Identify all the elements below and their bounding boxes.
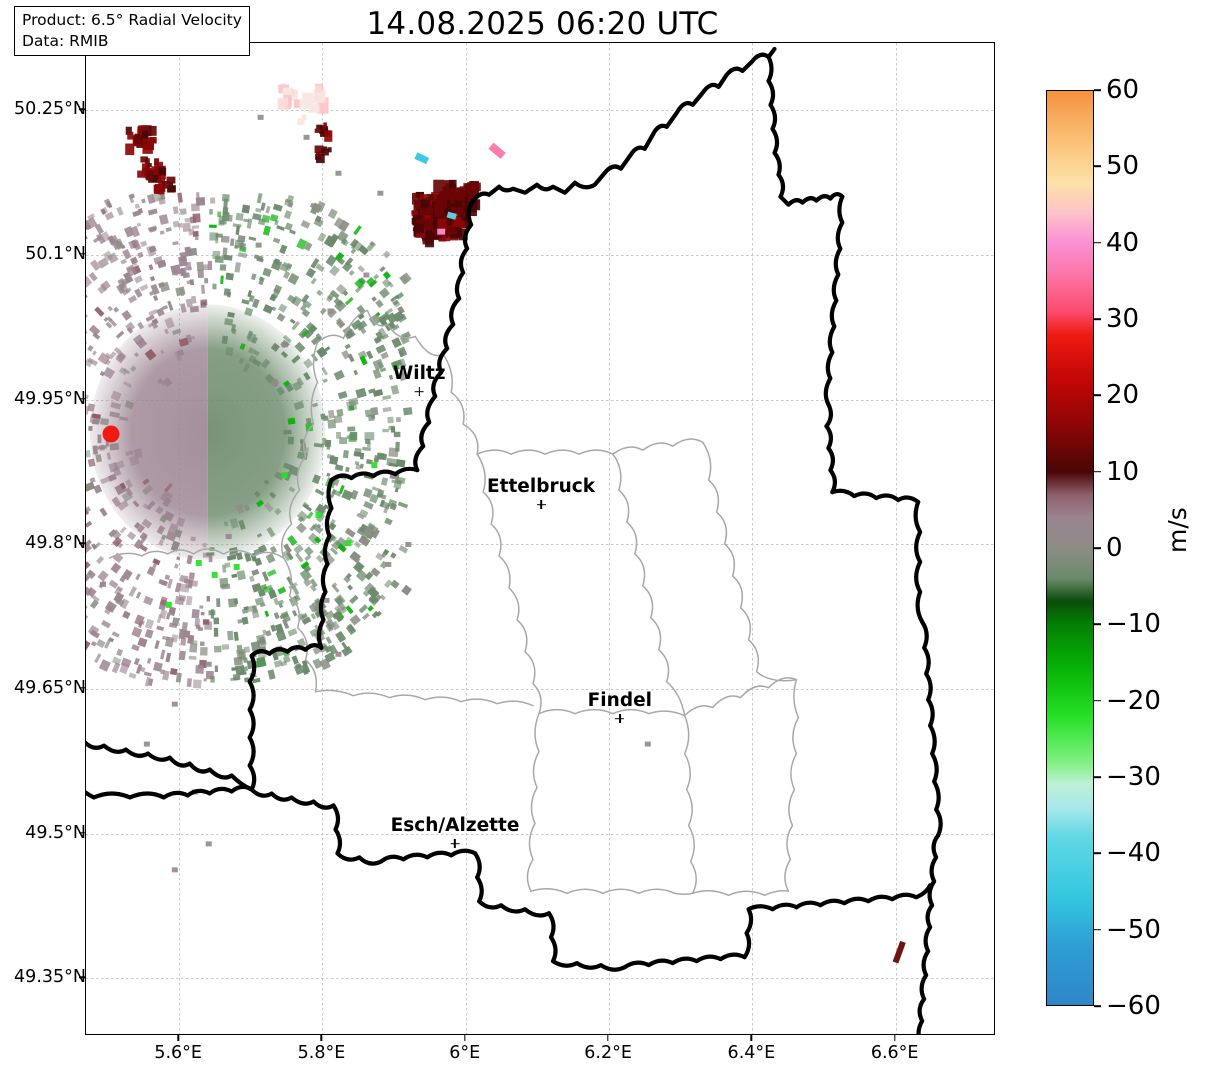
gridline-vertical [752,43,754,1034]
colorbar-axis-label: m/s [1163,507,1192,553]
colorbar-tick-mark [1094,470,1101,473]
y-axis-tick-mark [79,542,85,545]
x-axis-tick-mark [607,1035,609,1041]
y-axis-tick-label: 49.95°N [14,388,86,409]
radar-echo-layer [86,83,906,964]
colorbar-tick-mark [1094,89,1101,91]
colorbar-tick-label: 40 [1106,227,1140,258]
gridline-horizontal [86,688,994,690]
city-name: Esch/Alzette [390,815,520,837]
colorbar-tick-mark [1094,547,1101,549]
x-axis-tick-label: 6.6°E [870,1043,919,1063]
colorbar-tick-mark [1094,1005,1101,1007]
colorbar-tick-mark [1094,928,1101,931]
colorbar-tick-mark [1094,699,1101,702]
colorbar-tick-label: 10 [1106,456,1140,487]
gridline-vertical [895,43,897,1034]
colorbar-tick-mark [1094,241,1101,244]
city-cross-marker [614,713,625,724]
x-axis-tick-label: 5.8°E [297,1043,346,1063]
gridline-vertical [609,43,611,1034]
y-axis-tick-label: 50.25°N [14,99,86,120]
map-plot-area: Wiltz Ettelbruck Findel Esch/Alzette [85,42,995,1035]
colorbar-tick-mark [1094,394,1101,397]
y-axis-tick-label: 50.1°N [25,244,86,265]
colorbar-tick-mark [1094,165,1101,168]
y-axis-tick-mark [79,108,85,111]
colorbar-tick-label: 0 [1106,533,1123,563]
colorbar-tick-mark [1094,776,1101,778]
city-cross-marker [414,386,425,397]
x-axis-tick-label: 6.4°E [727,1043,776,1063]
radar-speckle [86,191,413,689]
gridline-vertical [322,43,324,1034]
border-layer [86,46,943,1034]
colorbar-tick-label: −50 [1106,914,1161,945]
y-axis-tick-label: 49.8°N [25,533,86,554]
y-axis-tick-mark [79,831,85,834]
x-axis-tick-mark [893,1035,896,1041]
x-axis-tick-mark [177,1035,179,1041]
radar-echo-cells [99,83,906,964]
y-axis-tick-label: 49.65°N [14,677,86,698]
x-axis-tick-label: 6°E [449,1043,481,1063]
gridline-horizontal [86,544,994,546]
colorbar-tick-label: 50 [1106,151,1140,182]
colorbar-tick-label: −30 [1106,762,1161,792]
colorbar-tick-label: −60 [1106,991,1161,1021]
city-name: Wiltz [392,363,446,385]
colorbar-tick-label: −10 [1106,609,1161,640]
gridline-vertical [465,43,467,1034]
city-name: Ettelbruck [486,476,596,498]
colorbar-tick-label: 20 [1106,380,1140,411]
radar-site-marker [102,425,120,443]
colorbar-gradient [1046,90,1094,1006]
colorbar-tick-mark [1094,852,1101,855]
page-title: 14.08.2025 06:20 UTC [366,6,719,42]
gridline-horizontal [86,110,994,112]
colorbar-tick-label: 60 [1106,75,1140,105]
x-axis-tick-mark [750,1035,753,1041]
colorbar-tick-mark [1094,318,1101,320]
x-axis-tick-mark [464,1035,466,1041]
y-axis-tick-label: 49.35°N [14,967,86,988]
gridline-horizontal [86,399,994,401]
gridline-horizontal [86,978,994,980]
colorbar-tick-mark [1094,623,1101,626]
x-axis-tick-label: 5.6°E [154,1043,202,1063]
colorbar-tick-label: 30 [1106,304,1140,334]
y-axis-tick-mark [79,976,85,978]
gridline-horizontal [86,833,994,835]
city-label-wiltz: Wiltz [393,363,446,397]
map-clip: Wiltz Ettelbruck Findel Esch/Alzette [86,43,994,1034]
city-cross-marker [450,838,461,849]
product-info-box: Product: 6.5° Radial Velocity Data: RMIB [14,6,250,57]
x-axis-tick-mark [320,1035,323,1041]
city-label-ettelbruck: Ettelbruck [487,476,595,510]
city-label-esch-alzette: Esch/Alzette [391,815,520,849]
y-axis-tick-mark [79,398,85,400]
city-cross-marker [536,499,547,510]
y-axis-tick-mark [79,687,85,689]
colorbar-tick-label: −20 [1106,685,1161,716]
x-axis-tick-label: 6.2°E [584,1043,632,1063]
product-line: Product: 6.5° Radial Velocity [22,11,242,29]
data-source-line: Data: RMIB [22,31,109,50]
colorbar: 60 50 40 30 20 10 0 −10 −20 −30 −40 −50 −60 [1046,75,1161,1021]
y-axis-tick-mark [79,253,85,255]
gridline-horizontal [86,255,994,257]
city-name: Findel [587,690,652,712]
city-label-findel: Findel [588,690,652,724]
y-axis-tick-label: 49.5°N [25,822,86,843]
colorbar-tick-label: −40 [1106,838,1161,869]
